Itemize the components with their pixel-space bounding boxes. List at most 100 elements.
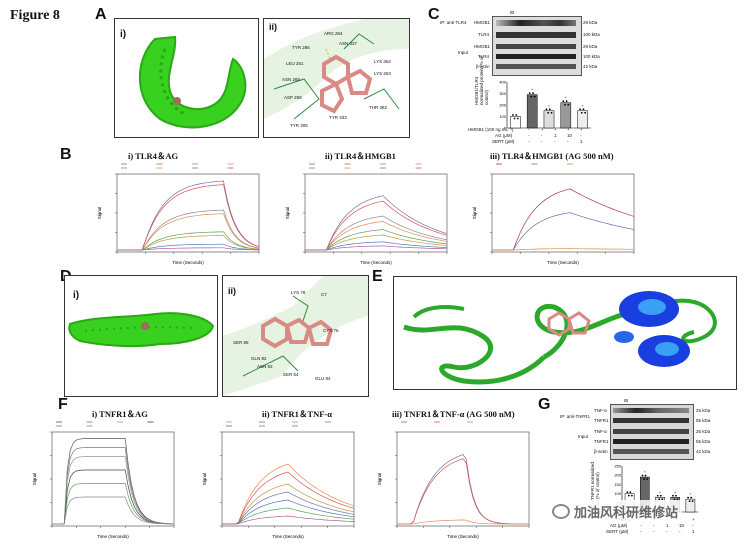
y-axis-label: Signal xyxy=(97,207,102,220)
sensorgram-curve xyxy=(305,215,448,251)
kda-label: 100 kDa xyxy=(583,32,600,37)
panel-g: IB IP: anti-TNFR1 Input TNF-α TNFR1 TNF-… xyxy=(560,396,748,546)
y-axis-label: Signal xyxy=(377,473,382,486)
blot-row-label: TLR4 xyxy=(478,54,490,59)
watermark: 加油风科研维修站 xyxy=(548,500,683,523)
data-point xyxy=(547,111,550,114)
sensorgram-curve xyxy=(52,496,174,525)
subpanel-label: i) xyxy=(73,290,80,301)
input-label: Input xyxy=(458,50,469,55)
condition-value: - xyxy=(692,523,694,528)
sensorgram-curve xyxy=(305,229,448,251)
spr-plot-f-i: Time (Seconds) Signal xyxy=(32,421,175,539)
blot-band xyxy=(496,32,576,38)
plot-title-b-ii: ii) TLR4＆HMGB1 xyxy=(325,151,396,161)
significance-mark: * xyxy=(548,104,550,109)
data-point xyxy=(528,92,531,95)
subpanel-label: ii) xyxy=(269,22,277,32)
data-point xyxy=(661,498,664,501)
kda-label: 29 kDa xyxy=(583,20,598,25)
sensorgram-curve xyxy=(117,180,260,251)
ip-label: IP: anti-TLR4 xyxy=(440,20,467,25)
data-point xyxy=(630,494,633,497)
subpanel-label: ii) xyxy=(228,286,236,296)
blot-band xyxy=(613,418,689,423)
spr-plot-f-ii: Time (Seconds) Signal xyxy=(202,421,355,539)
sensorgram-curve xyxy=(52,447,175,525)
figure-title: Figure 8 xyxy=(10,8,60,23)
data-point xyxy=(548,108,551,111)
data-point xyxy=(688,500,691,503)
condition-value: + xyxy=(692,517,695,522)
plot-frame xyxy=(51,431,175,527)
bar xyxy=(577,110,588,129)
y-axis-label: Signal xyxy=(472,207,477,220)
bar-ylabel: HMGB1/TLR4 normalized protein (% of cont… xyxy=(474,56,489,105)
data-point xyxy=(659,494,662,497)
sensorgram-curve xyxy=(52,469,175,525)
condition-value: - xyxy=(554,139,556,144)
panel-label-b: B xyxy=(60,146,72,163)
significance-mark: * xyxy=(582,104,584,109)
data-point xyxy=(582,108,585,111)
kda-label: 42 kDa xyxy=(583,64,598,69)
blot-band xyxy=(613,439,689,444)
data-point xyxy=(545,108,548,111)
y-tick-label: 200 xyxy=(499,103,506,108)
sensorgram-curve xyxy=(52,438,175,525)
sensorgram-curve xyxy=(222,507,355,525)
plot-frame xyxy=(221,431,355,527)
residue-label: CYS 76 xyxy=(323,328,339,333)
bar xyxy=(685,498,696,513)
condition-value: - xyxy=(580,133,582,138)
blot-band xyxy=(613,408,689,413)
blot-band xyxy=(613,429,689,434)
panel-c: IB IP: anti-TLR4 Input HMGB1 TLR4 HMGB1 … xyxy=(440,10,640,150)
y-axis-label: Signal xyxy=(202,473,207,486)
residue-label: THR 362 xyxy=(369,105,388,110)
data-point xyxy=(567,103,570,106)
panel-label-g: G xyxy=(538,396,551,413)
panel-e-box xyxy=(393,276,737,390)
data-point xyxy=(690,496,693,499)
blot-row-label: TLR4 xyxy=(478,32,490,37)
y-tick-label: 250 xyxy=(614,464,621,469)
residue-label: SER 64 xyxy=(283,372,299,377)
data-point xyxy=(676,498,679,501)
condition-value: + xyxy=(580,127,583,132)
residue-label: LEU 261 xyxy=(286,61,304,66)
sensorgram-curve xyxy=(305,221,448,251)
panel-label-c: C xyxy=(428,6,440,23)
significance-mark: * xyxy=(644,470,646,475)
sensorgram-curve xyxy=(305,245,448,251)
sensorgram-curve xyxy=(397,458,529,525)
x-axis-label: Time (Seconds) xyxy=(360,260,392,265)
plot-frame xyxy=(116,173,260,253)
tlr4-surface-image xyxy=(138,35,247,129)
docking-pose-image-a xyxy=(264,19,409,120)
bar-chart-c: 0 100 200 300 400 * * * * xyxy=(499,80,591,131)
x-axis-label: Time (Seconds) xyxy=(272,534,304,539)
condition-value: - xyxy=(541,139,543,144)
ib-label: IB xyxy=(624,398,629,403)
spr-plot-b-iii: Time (Seconds) Signal xyxy=(472,163,635,265)
data-point xyxy=(511,114,514,116)
data-point xyxy=(629,491,632,493)
condition-value: 1 xyxy=(554,133,557,138)
spr-plot-f-iii: Time (Seconds) Signal xyxy=(377,421,530,539)
data-point xyxy=(533,95,536,98)
bar xyxy=(560,102,572,129)
sensorgram-curve xyxy=(117,184,260,251)
sensorgram-curve xyxy=(117,247,259,251)
condition-value: 1 xyxy=(692,529,695,534)
sensorgram-curve xyxy=(222,483,355,525)
bar xyxy=(543,110,555,129)
x-axis-label: Time (Seconds) xyxy=(97,534,129,539)
significance-mark: * xyxy=(690,492,692,497)
bar xyxy=(526,94,538,129)
residue-label: TYR 286 xyxy=(292,45,310,50)
panel-label-a: A xyxy=(95,6,107,23)
residue-label: LYS 78 xyxy=(291,290,306,295)
y-tick-label: 150 xyxy=(614,482,621,487)
blot-row-label: HMGB1 xyxy=(474,44,491,49)
